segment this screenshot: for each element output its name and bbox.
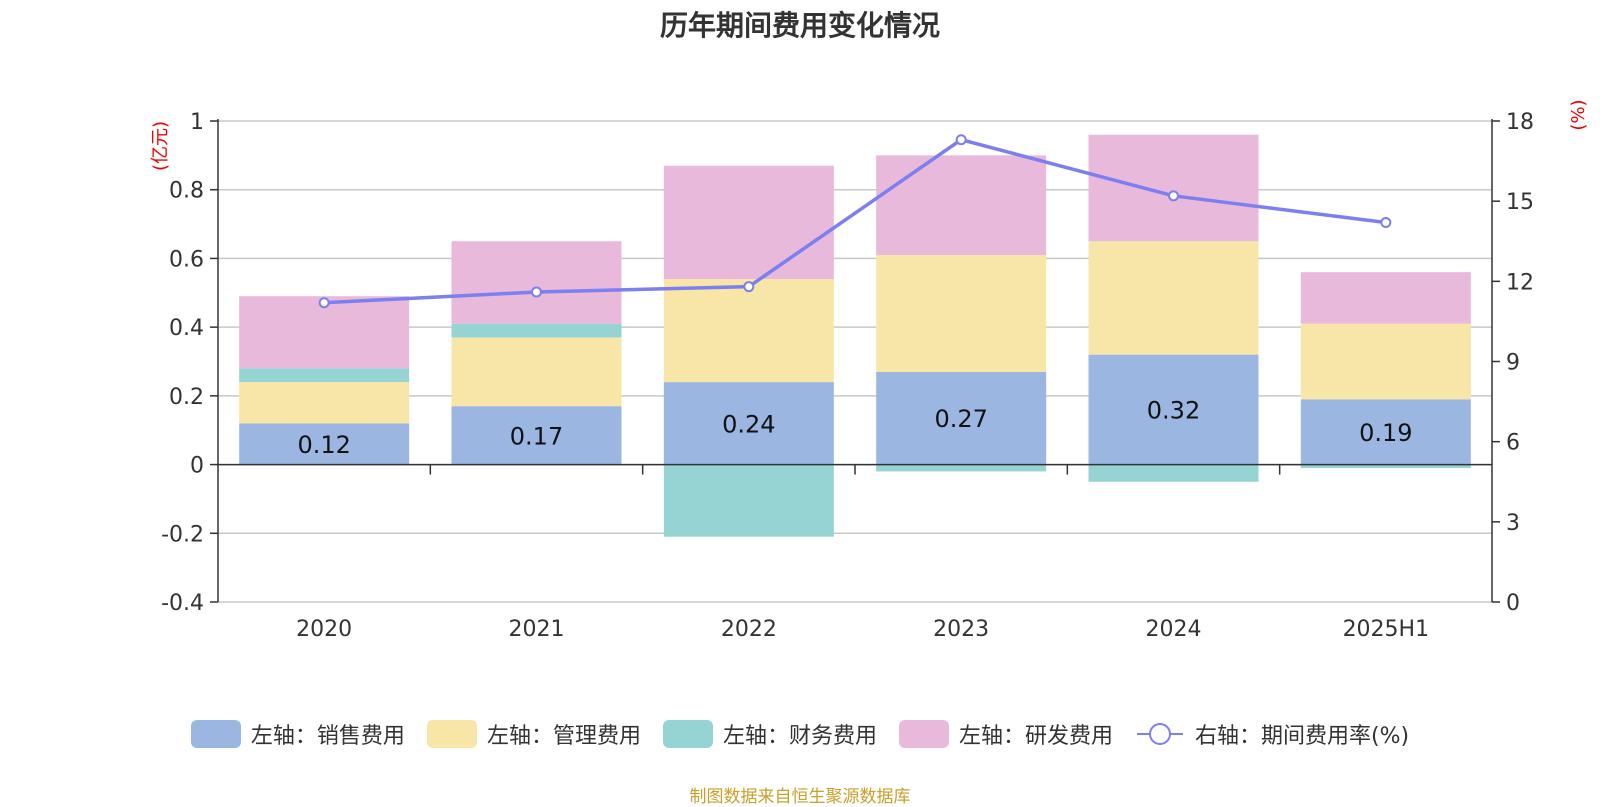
expense-rate-point	[1168, 190, 1179, 202]
bar-segment-2	[451, 337, 622, 407]
right-axis-tick-label: 9	[1506, 351, 1520, 376]
right-axis-tick-label: 3	[1506, 511, 1520, 536]
legend-swatch-rd	[898, 720, 949, 748]
bar-segment-4	[1088, 134, 1259, 242]
legend-item-finance[interactable]: 左轴：财务费用	[662, 718, 877, 750]
bar-segment-1	[1300, 399, 1471, 465]
bar-segment-2	[663, 279, 834, 383]
bar-segment-2	[1088, 241, 1259, 355]
left-axis-tick-label: 0.4	[169, 316, 204, 341]
expense-rate-point	[318, 297, 330, 309]
expense-rate-line	[324, 137, 1387, 305]
bar-data-label: 0.17	[510, 422, 563, 450]
bar-segment-3	[1088, 464, 1259, 482]
x-axis-category-label: 2021	[509, 617, 565, 642]
bar-segment-1	[663, 382, 834, 465]
right-axis-unit-label: (%)	[1568, 99, 1589, 130]
left-axis-tick-label: 0.6	[169, 247, 204, 272]
bar-segment-3	[239, 368, 410, 383]
left-axis-tick-label: -0.2	[161, 522, 204, 547]
chart-title: 历年期间费用变化情况	[659, 9, 940, 42]
legend-item-sales[interactable]: 左轴：销售费用	[190, 718, 405, 750]
bar-segment-3	[663, 464, 834, 537]
legend-label-rd: 左轴：研发费用	[958, 724, 1113, 749]
legend-item-admin[interactable]: 左轴：管理费用	[426, 718, 641, 750]
right-axis-tick-label: 18	[1506, 110, 1534, 135]
bar-data-label: 0.27	[934, 405, 987, 433]
bar-data-label: 0.24	[722, 410, 775, 438]
right-axis-tick-label: 0	[1506, 591, 1520, 616]
bar-segment-4	[239, 296, 410, 369]
bar-segment-4	[1300, 272, 1471, 324]
legend-item-expense-rate[interactable]: 右轴：期间费用率(%)	[1135, 718, 1409, 750]
legend-label-expense-rate: 右轴：期间费用率(%)	[1194, 724, 1410, 749]
x-axis-category-label: 2022	[721, 617, 777, 642]
bar-segment-1	[239, 423, 410, 465]
left-axis-tick-label: 0.2	[169, 385, 204, 410]
x-axis-category-label: 2025H1	[1343, 617, 1430, 642]
bar-data-label: 0.32	[1147, 397, 1200, 425]
x-axis-category-label: 2023	[933, 617, 989, 642]
source-note: 制图数据来自恒生聚源数据库	[689, 787, 911, 807]
left-axis-tick-label: 0	[190, 454, 204, 479]
bar-data-label: 0.19	[1359, 419, 1412, 447]
expense-rate-point	[955, 134, 967, 146]
left-axis-tick-label: 0.8	[169, 179, 204, 204]
bar-data-label: 0.12	[297, 431, 350, 459]
left-axis-unit-label: (亿元)	[150, 121, 171, 171]
right-axis-tick-label: 6	[1506, 431, 1520, 456]
bar-segment-1	[451, 406, 622, 465]
bar-segment-2	[876, 254, 1047, 372]
legend-swatch-finance	[662, 720, 713, 748]
chart-legend: 左轴：销售费用 左轴：管理费用 左轴：财务费用 左轴：研发费用 右轴：期间费用率…	[0, 718, 1600, 750]
legend-label-sales: 左轴：销售费用	[250, 724, 405, 749]
legend-swatch-sales	[190, 720, 241, 748]
legend-line-marker-icon	[1136, 723, 1183, 745]
bar-segment-3	[1300, 464, 1471, 469]
left-axis-tick-label: 1	[190, 110, 204, 135]
right-axis-tick-label: 12	[1506, 270, 1534, 295]
bar-segment-1	[1088, 354, 1259, 465]
legend-label-finance: 左轴：财务费用	[722, 724, 877, 749]
right-axis-tick-label: 15	[1506, 190, 1534, 215]
x-axis-category-label: 2024	[1146, 617, 1202, 642]
expense-rate-point	[1380, 217, 1392, 229]
legend-swatch-admin	[426, 720, 477, 748]
left-axis-tick-label: -0.4	[161, 591, 204, 616]
bar-segment-4	[876, 155, 1047, 255]
bar-segment-3	[876, 464, 1047, 472]
bar-segment-1	[876, 371, 1047, 465]
legend-item-rd[interactable]: 左轴：研发费用	[898, 718, 1113, 750]
bar-segment-4	[451, 241, 622, 324]
legend-label-admin: 左轴：管理费用	[486, 724, 641, 749]
bar-segment-4	[663, 165, 834, 280]
expense-rate-point	[743, 281, 755, 293]
x-axis-category-label: 2020	[296, 617, 352, 642]
bar-segment-3	[451, 323, 622, 338]
expense-rate-point	[531, 286, 542, 298]
bar-segment-2	[1300, 323, 1471, 400]
bar-segment-2	[239, 382, 410, 424]
